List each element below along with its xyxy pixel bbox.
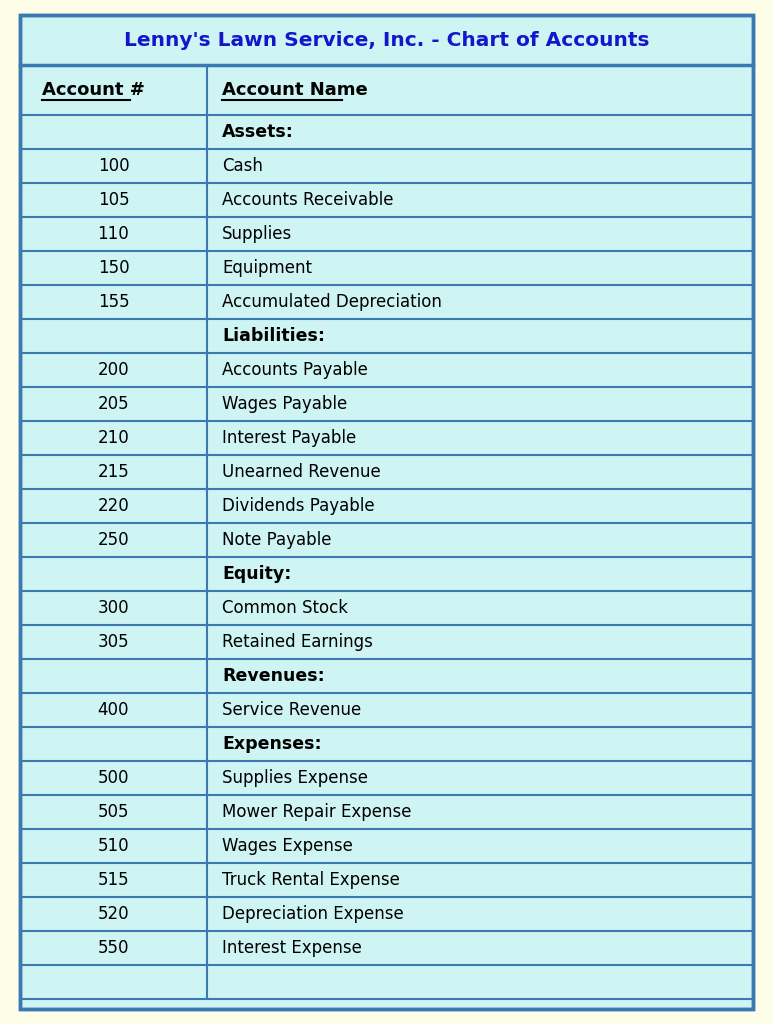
- Text: Liabilities:: Liabilities:: [222, 327, 325, 345]
- Text: Expenses:: Expenses:: [222, 735, 322, 753]
- Text: 210: 210: [97, 429, 129, 447]
- Text: Interest Expense: Interest Expense: [222, 939, 362, 957]
- Text: 110: 110: [97, 225, 129, 243]
- Text: Depreciation Expense: Depreciation Expense: [222, 905, 404, 923]
- Text: 505: 505: [97, 803, 129, 821]
- Text: Account Name: Account Name: [222, 81, 368, 99]
- Text: Lenny's Lawn Service, Inc. - Chart of Accounts: Lenny's Lawn Service, Inc. - Chart of Ac…: [124, 31, 649, 49]
- Text: Assets:: Assets:: [222, 123, 294, 141]
- Text: Cash: Cash: [222, 157, 263, 175]
- Text: Common Stock: Common Stock: [222, 599, 348, 617]
- Text: Supplies: Supplies: [222, 225, 292, 243]
- Text: Dividends Payable: Dividends Payable: [222, 497, 375, 515]
- Text: Accounts Receivable: Accounts Receivable: [222, 191, 393, 209]
- Text: Unearned Revenue: Unearned Revenue: [222, 463, 380, 481]
- Text: Truck Rental Expense: Truck Rental Expense: [222, 871, 400, 889]
- Text: 550: 550: [97, 939, 129, 957]
- Text: 250: 250: [97, 531, 129, 549]
- Text: 215: 215: [97, 463, 129, 481]
- Text: Accumulated Depreciation: Accumulated Depreciation: [222, 293, 442, 311]
- Text: 520: 520: [97, 905, 129, 923]
- Text: 305: 305: [97, 633, 129, 651]
- Text: Mower Repair Expense: Mower Repair Expense: [222, 803, 411, 821]
- Text: Supplies Expense: Supplies Expense: [222, 769, 368, 787]
- Text: Note Payable: Note Payable: [222, 531, 332, 549]
- Text: Wages Expense: Wages Expense: [222, 837, 352, 855]
- Text: Service Revenue: Service Revenue: [222, 701, 361, 719]
- Text: 220: 220: [97, 497, 129, 515]
- Text: 200: 200: [97, 361, 129, 379]
- Text: 515: 515: [97, 871, 129, 889]
- Text: Revenues:: Revenues:: [222, 667, 325, 685]
- Text: 105: 105: [97, 191, 129, 209]
- Text: Equipment: Equipment: [222, 259, 312, 278]
- Text: 500: 500: [97, 769, 129, 787]
- Text: Wages Payable: Wages Payable: [222, 395, 347, 413]
- Text: Interest Payable: Interest Payable: [222, 429, 356, 447]
- Text: 155: 155: [97, 293, 129, 311]
- Text: 300: 300: [97, 599, 129, 617]
- Text: Account #: Account #: [42, 81, 145, 99]
- Text: Retained Earnings: Retained Earnings: [222, 633, 373, 651]
- Text: 100: 100: [97, 157, 129, 175]
- Text: 400: 400: [97, 701, 129, 719]
- Text: Accounts Payable: Accounts Payable: [222, 361, 368, 379]
- Text: 150: 150: [97, 259, 129, 278]
- Text: 205: 205: [97, 395, 129, 413]
- Text: 510: 510: [97, 837, 129, 855]
- Text: Equity:: Equity:: [222, 565, 291, 583]
